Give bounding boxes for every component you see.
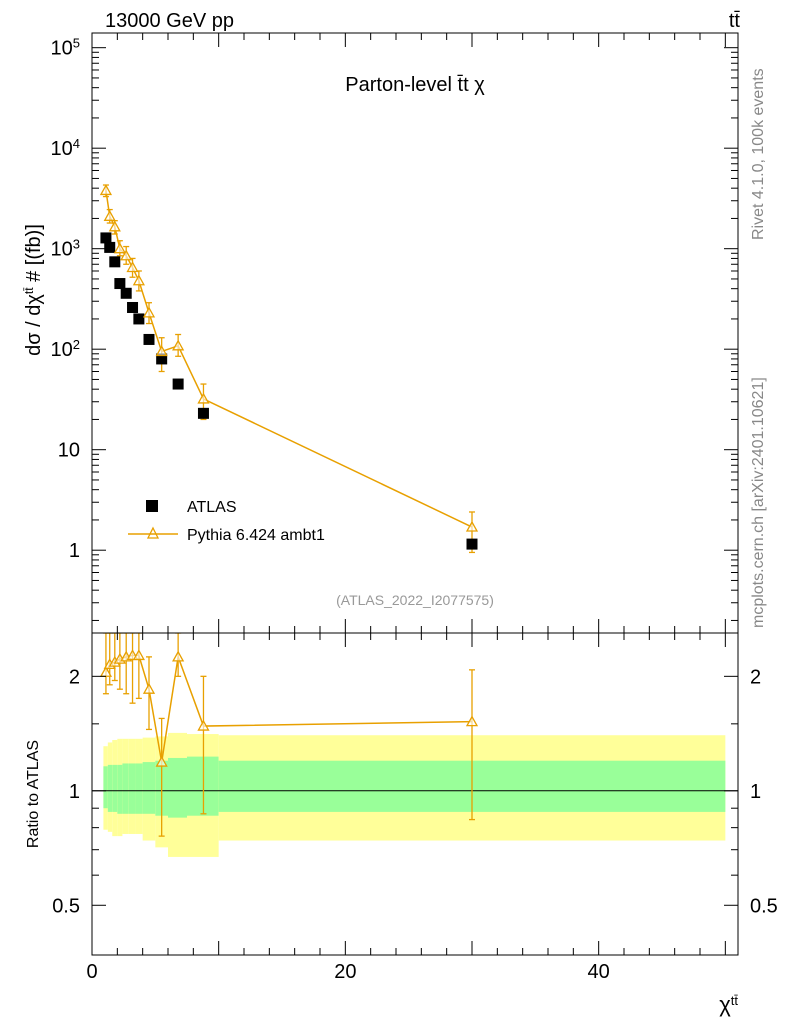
- x-axis-label: χtt̄: [719, 992, 738, 1017]
- ratio-pythia-point: [465, 715, 479, 727]
- legend: ATLAS Pythia 6.424 ambt1: [128, 499, 325, 544]
- ratio-band-inner: [128, 763, 136, 814]
- pythia-point: [126, 261, 139, 273]
- main-ytick-label: 1: [69, 540, 80, 562]
- ratio-ytick-label-right: 1: [750, 781, 761, 803]
- mcplots-credit-text: mcplots.cern.ch [arXiv:2401.10621]: [750, 377, 767, 628]
- atlas-point: [133, 313, 145, 325]
- xtick-label: 0: [86, 961, 97, 983]
- pythia-point: [108, 220, 121, 232]
- main-ytick-label: 104: [51, 136, 80, 161]
- main-ytick-label: 103: [51, 236, 80, 261]
- ratio-band-inner: [103, 766, 108, 809]
- atlas-point: [466, 538, 478, 550]
- main-ytick-label: 10: [58, 440, 80, 462]
- rivet-version-text: Rivet 4.1.0, 100k events: [750, 68, 767, 240]
- ratio-panel-frame: [91, 632, 739, 956]
- legend-pythia-marker: [146, 526, 160, 539]
- xtick-label: 20: [334, 961, 356, 983]
- legend-pythia-label: Pythia 6.424 ambt1: [187, 527, 325, 544]
- pythia-point: [172, 339, 185, 351]
- header-right: tt̄: [729, 10, 741, 32]
- ratio-pythia-point: [132, 649, 145, 661]
- ratio-ytick-label: 2: [69, 666, 80, 688]
- ratio-ytick-label-right: 0.5: [750, 895, 778, 917]
- analysis-watermark: (ATLAS_2022_I2077575): [336, 592, 494, 608]
- legend-atlas-marker: [146, 500, 158, 512]
- ratio-pythia-point: [197, 719, 210, 731]
- ratio-band-inner: [142, 762, 156, 814]
- ratio-pythia-point: [142, 682, 156, 694]
- ratio-ytick-label: 1: [69, 781, 80, 803]
- ratio-band-inner: [107, 764, 113, 812]
- atlas-point: [127, 301, 139, 313]
- atlas-point: [172, 378, 184, 390]
- pythia-point: [103, 209, 116, 221]
- pythia-point: [113, 242, 126, 254]
- xtick-label: 40: [588, 961, 610, 983]
- pythia-point: [99, 184, 113, 196]
- pythia-point: [120, 249, 133, 261]
- pythia-point: [465, 520, 479, 532]
- pythia-point: [197, 392, 210, 404]
- ratio-ytick-label: 0.5: [52, 895, 80, 917]
- atlas-point: [143, 333, 155, 345]
- ratio-ylabel: Ratio to ATLAS: [25, 740, 42, 848]
- main-ytick-label: 102: [51, 337, 80, 362]
- atlas-point: [109, 256, 121, 268]
- atlas-point: [114, 278, 126, 290]
- atlas-point: [100, 232, 112, 244]
- main-ylabel: dσ / dχtt̄ # [(fb)]: [22, 224, 45, 356]
- pythia-point: [142, 306, 156, 318]
- atlas-point: [197, 407, 209, 419]
- main-ytick-label: 105: [51, 35, 80, 60]
- pythia-point: [132, 274, 145, 286]
- ratio-band-inner: [168, 757, 187, 818]
- ratio-pythia-point: [172, 650, 185, 662]
- atlas-point: [120, 287, 132, 299]
- pythia-point: [155, 345, 168, 357]
- atlas-point: [156, 353, 168, 365]
- ratio-pythia-point: [155, 755, 168, 767]
- header-left: 13000 GeV pp: [105, 10, 234, 32]
- ratio-band-inner: [122, 763, 129, 814]
- atlas-point: [104, 241, 116, 253]
- ratio-band-inner: [112, 764, 118, 812]
- main-title: Parton-level t̄t χ: [345, 74, 485, 96]
- legend-atlas-label: ATLAS: [187, 499, 237, 516]
- ratio-ytick-label-right: 2: [750, 666, 761, 688]
- ratio-band-inner: [135, 763, 143, 814]
- ratio-band-inner: [117, 764, 123, 814]
